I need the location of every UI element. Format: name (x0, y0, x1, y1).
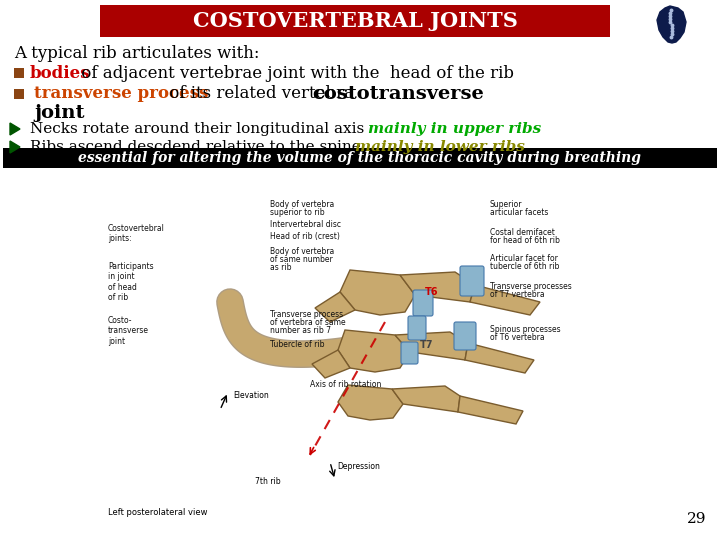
Text: Transverse processes: Transverse processes (490, 282, 572, 291)
Text: joint: joint (34, 104, 84, 122)
Text: Transverse process: Transverse process (270, 310, 343, 319)
Polygon shape (10, 123, 20, 135)
Text: Costal demifacet: Costal demifacet (490, 228, 555, 237)
Text: Head of rib (crest): Head of rib (crest) (270, 232, 340, 241)
Polygon shape (400, 272, 475, 302)
Text: Tubercle of rib: Tubercle of rib (270, 340, 325, 349)
Polygon shape (338, 330, 410, 372)
Text: Ribs ascend descdend relative to the spine: Ribs ascend descdend relative to the spi… (30, 140, 371, 154)
Text: 29: 29 (686, 512, 706, 526)
Text: Spinous processes: Spinous processes (490, 325, 561, 334)
FancyBboxPatch shape (401, 342, 418, 364)
Polygon shape (312, 350, 350, 378)
Text: costotransverse: costotransverse (312, 85, 484, 103)
Text: superior to rib: superior to rib (270, 208, 325, 217)
Polygon shape (458, 396, 523, 424)
Text: 7th rib: 7th rib (255, 477, 281, 486)
Polygon shape (338, 385, 403, 420)
Text: mainly in lower ribs: mainly in lower ribs (355, 140, 525, 154)
Text: as rib: as rib (270, 263, 292, 272)
Text: Articular facet for: Articular facet for (490, 254, 558, 263)
Text: of T7 vertebra: of T7 vertebra (490, 290, 544, 299)
Polygon shape (340, 270, 415, 315)
FancyBboxPatch shape (14, 89, 24, 99)
Text: T6: T6 (425, 287, 438, 297)
Text: Left posterolateral view: Left posterolateral view (108, 508, 207, 517)
Text: essential for altering the volume of the thoracic cavity during breathing: essential for altering the volume of the… (78, 151, 642, 165)
Text: Body of vertebra: Body of vertebra (270, 200, 334, 209)
FancyBboxPatch shape (454, 322, 476, 350)
Polygon shape (10, 141, 20, 153)
Text: bodies: bodies (30, 64, 91, 82)
Text: Necks rotate around their longitudinal axis: Necks rotate around their longitudinal a… (30, 122, 374, 136)
FancyBboxPatch shape (413, 290, 433, 316)
Text: Axis of rib rotation: Axis of rib rotation (310, 380, 382, 389)
Text: transverse process: transverse process (34, 85, 208, 103)
Text: Superior: Superior (490, 200, 523, 209)
Text: Participants
in joint
of head
of rib: Participants in joint of head of rib (108, 262, 153, 302)
Polygon shape (470, 285, 540, 315)
Text: of adjacent vertebrae joint with the  head of the rib: of adjacent vertebrae joint with the hea… (76, 64, 514, 82)
Text: of T6 vertebra: of T6 vertebra (490, 333, 544, 342)
Text: for head of 6th rib: for head of 6th rib (490, 236, 560, 245)
FancyBboxPatch shape (3, 172, 717, 532)
FancyBboxPatch shape (408, 316, 426, 340)
Text: mainly in upper ribs: mainly in upper ribs (368, 122, 541, 136)
Polygon shape (315, 292, 355, 322)
FancyBboxPatch shape (100, 5, 610, 37)
Text: Intervertebral disc: Intervertebral disc (270, 220, 341, 229)
Polygon shape (392, 386, 460, 412)
FancyBboxPatch shape (14, 68, 24, 78)
Text: COSTOVERTEBRAL JOINTS: COSTOVERTEBRAL JOINTS (192, 11, 518, 31)
Text: articular facets: articular facets (490, 208, 549, 217)
Polygon shape (395, 332, 468, 360)
Text: T7: T7 (420, 340, 433, 350)
Text: of its related vertebra: of its related vertebra (164, 85, 359, 103)
Text: tubercle of 6th rib: tubercle of 6th rib (490, 262, 559, 271)
Text: Elevation: Elevation (233, 391, 269, 400)
Text: A typical rib articulates with:: A typical rib articulates with: (14, 45, 259, 63)
Text: Body of vertebra: Body of vertebra (270, 247, 334, 256)
FancyBboxPatch shape (460, 266, 484, 296)
Polygon shape (657, 6, 686, 43)
Text: Costovertebral
joints:: Costovertebral joints: (108, 224, 165, 244)
Text: number as rib 7: number as rib 7 (270, 326, 331, 335)
Text: Depression: Depression (337, 462, 380, 471)
FancyBboxPatch shape (3, 148, 717, 168)
Text: Costo-
transverse
joint: Costo- transverse joint (108, 316, 149, 346)
Polygon shape (465, 343, 534, 373)
Text: of same number: of same number (270, 255, 333, 264)
Text: of vertebra of same: of vertebra of same (270, 318, 346, 327)
